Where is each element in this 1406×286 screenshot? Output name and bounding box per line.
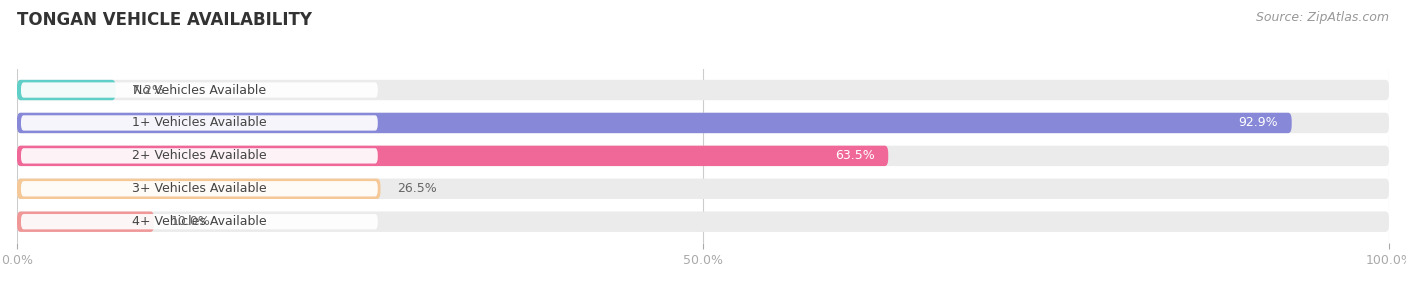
FancyBboxPatch shape bbox=[21, 82, 378, 98]
Text: 1+ Vehicles Available: 1+ Vehicles Available bbox=[132, 116, 267, 130]
FancyBboxPatch shape bbox=[21, 148, 378, 164]
Text: 2+ Vehicles Available: 2+ Vehicles Available bbox=[132, 149, 267, 162]
FancyBboxPatch shape bbox=[17, 80, 115, 100]
FancyBboxPatch shape bbox=[21, 115, 378, 131]
Text: 63.5%: 63.5% bbox=[835, 149, 875, 162]
FancyBboxPatch shape bbox=[17, 178, 381, 199]
Text: 3+ Vehicles Available: 3+ Vehicles Available bbox=[132, 182, 267, 195]
Text: TONGAN VEHICLE AVAILABILITY: TONGAN VEHICLE AVAILABILITY bbox=[17, 11, 312, 29]
FancyBboxPatch shape bbox=[17, 212, 1389, 232]
FancyBboxPatch shape bbox=[17, 146, 889, 166]
Text: 26.5%: 26.5% bbox=[396, 182, 437, 195]
FancyBboxPatch shape bbox=[17, 113, 1389, 133]
FancyBboxPatch shape bbox=[17, 146, 1389, 166]
FancyBboxPatch shape bbox=[21, 214, 378, 229]
FancyBboxPatch shape bbox=[17, 80, 1389, 100]
FancyBboxPatch shape bbox=[17, 178, 1389, 199]
Text: 4+ Vehicles Available: 4+ Vehicles Available bbox=[132, 215, 267, 228]
Text: No Vehicles Available: No Vehicles Available bbox=[132, 84, 266, 97]
Text: 10.0%: 10.0% bbox=[170, 215, 211, 228]
Text: 7.2%: 7.2% bbox=[132, 84, 165, 97]
Text: 92.9%: 92.9% bbox=[1239, 116, 1278, 130]
FancyBboxPatch shape bbox=[17, 113, 1292, 133]
FancyBboxPatch shape bbox=[17, 212, 155, 232]
Text: Source: ZipAtlas.com: Source: ZipAtlas.com bbox=[1256, 11, 1389, 24]
FancyBboxPatch shape bbox=[21, 181, 378, 196]
